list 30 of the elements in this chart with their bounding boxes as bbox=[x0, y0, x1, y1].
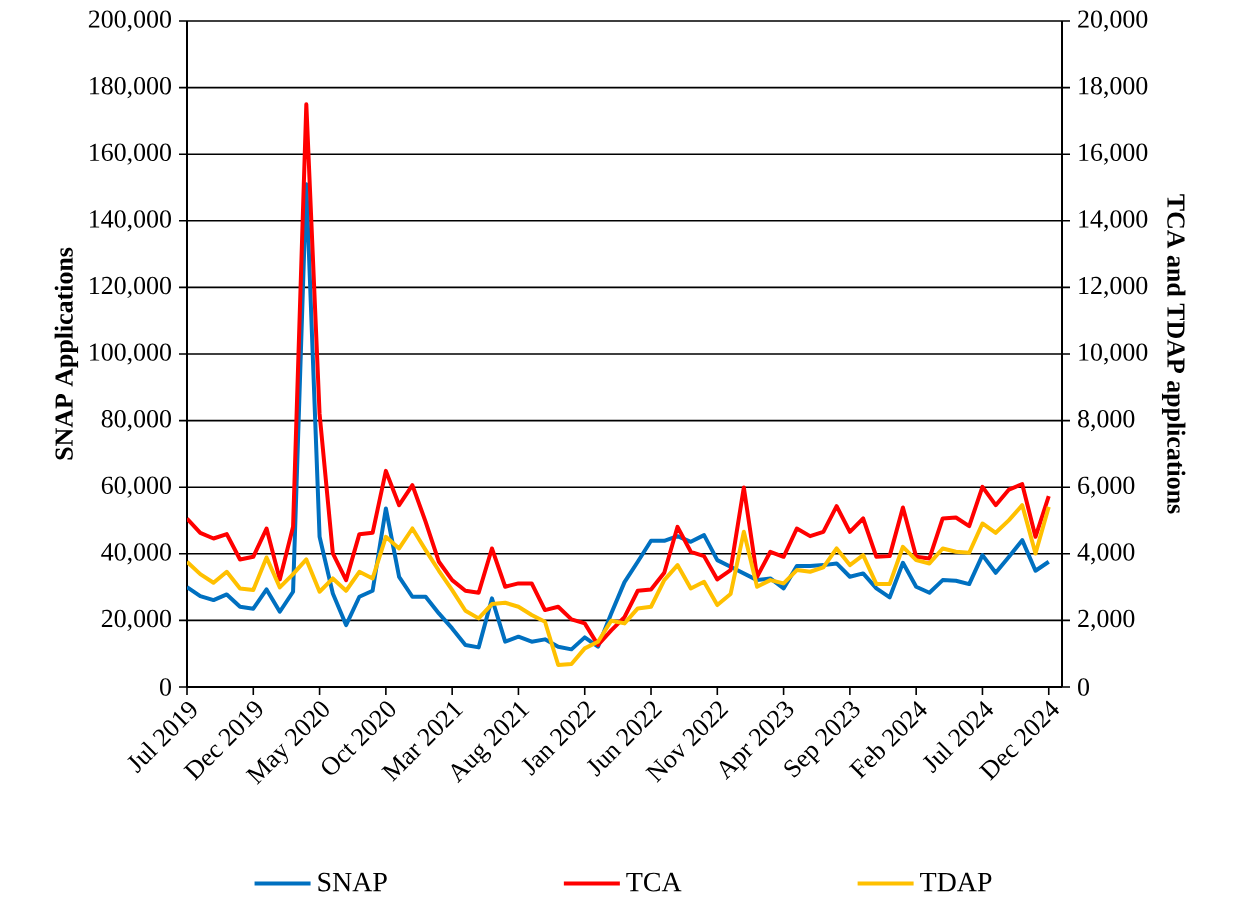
y-tick-label: 20,000 bbox=[101, 609, 171, 631]
legend-label: TDAP bbox=[920, 872, 992, 892]
y2-tick-label: 2,000 bbox=[1078, 609, 1135, 631]
y2-tick-label: 10,000 bbox=[1079, 343, 1148, 365]
y-tick-label: 120,000 bbox=[90, 276, 171, 298]
y-tick-label: 180,000 bbox=[90, 76, 171, 99]
y-tick-label: 100,000 bbox=[90, 343, 171, 365]
y-tick-label: 60,000 bbox=[101, 476, 171, 498]
y2-tick-label: 16,000 bbox=[1079, 143, 1148, 165]
y2-tick-label: 18,000 bbox=[1079, 76, 1148, 99]
y2-tick-label: 12,000 bbox=[1079, 276, 1148, 298]
y2-axis-title: TCA and TDAP applications bbox=[1161, 194, 1186, 514]
y-tick-label: 160,000 bbox=[90, 143, 171, 165]
y-tick-label: 140,000 bbox=[90, 210, 171, 232]
y2-tick-label: 6,000 bbox=[1078, 476, 1135, 498]
line-series bbox=[187, 182, 1051, 652]
y-tick-label: 200,000 bbox=[88, 10, 171, 32]
y2-tick-label: 14,000 bbox=[1079, 210, 1148, 232]
line-series bbox=[187, 102, 1051, 647]
line-series bbox=[187, 503, 1051, 667]
legend-label: TCA bbox=[626, 872, 682, 892]
y-axis-title: SNAP Applications bbox=[54, 247, 79, 460]
y2-tick-label: 20,000 bbox=[1078, 10, 1148, 32]
y-tick-label: 80,000 bbox=[101, 409, 171, 432]
y2-tick-label: 4,000 bbox=[1077, 543, 1135, 565]
legend-label: SNAP bbox=[318, 872, 387, 892]
y-tick-label: 40,000 bbox=[101, 543, 171, 565]
y2-tick-label: 8,000 bbox=[1078, 409, 1135, 432]
y-tick-label: 0 bbox=[160, 678, 171, 696]
y2-tick-label: 0 bbox=[1078, 678, 1090, 696]
